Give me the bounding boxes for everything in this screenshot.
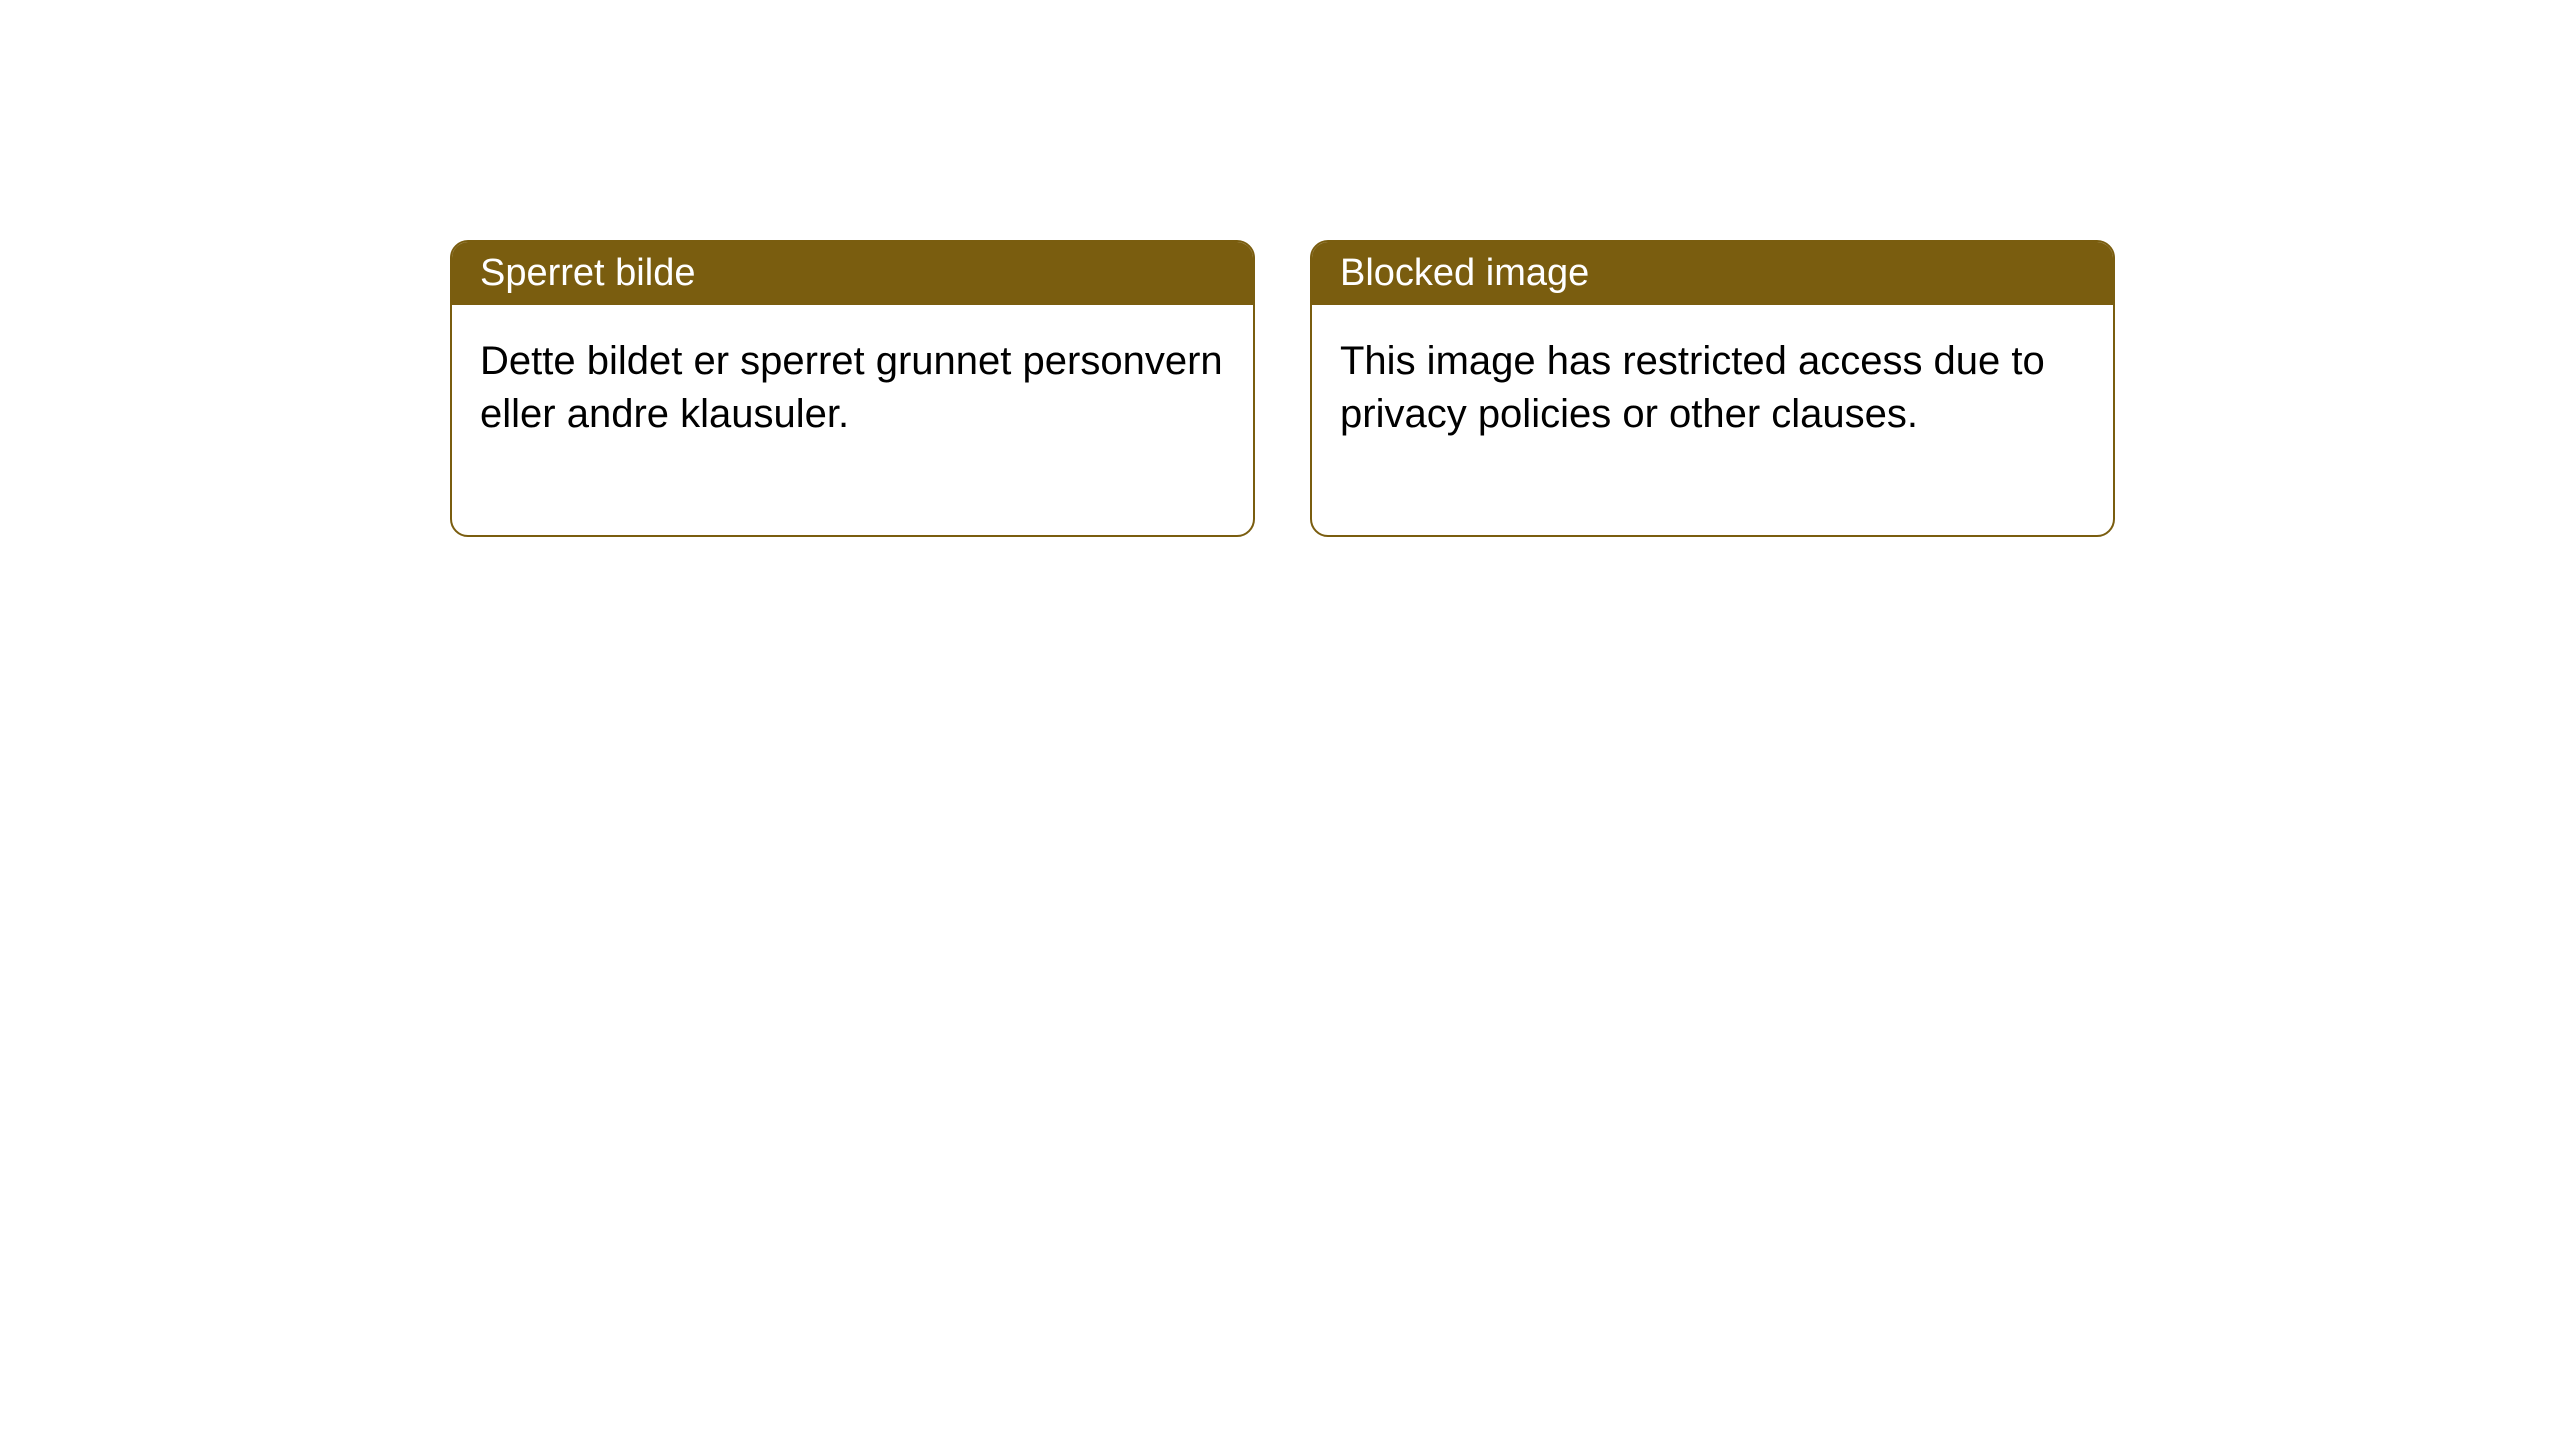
notice-cards-container: Sperret bilde Dette bildet er sperret gr… [450,240,2560,537]
card-title: Blocked image [1340,252,1589,294]
notice-card-english: Blocked image This image has restricted … [1310,240,2115,537]
card-body-text: Dette bildet er sperret grunnet personve… [480,339,1223,436]
card-title: Sperret bilde [480,252,695,294]
card-body-text: This image has restricted access due to … [1340,339,2045,436]
card-body: Dette bildet er sperret grunnet personve… [452,305,1253,535]
card-body: This image has restricted access due to … [1312,305,2113,535]
card-header: Sperret bilde [452,242,1253,305]
notice-card-norwegian: Sperret bilde Dette bildet er sperret gr… [450,240,1255,537]
card-header: Blocked image [1312,242,2113,305]
